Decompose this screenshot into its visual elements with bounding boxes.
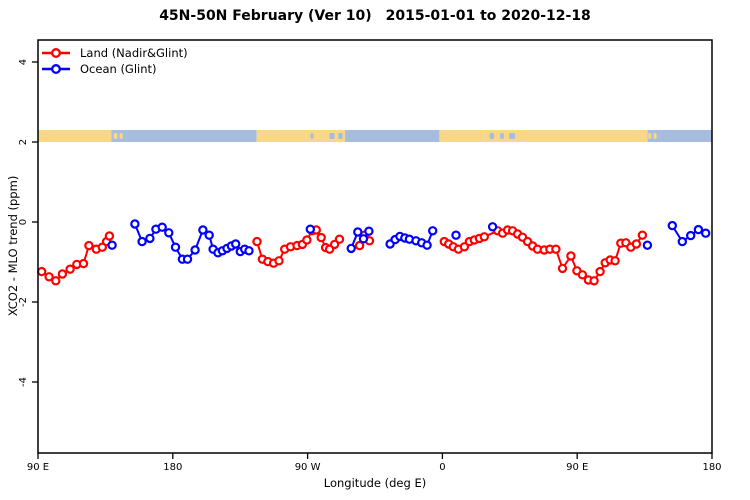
legend-land-marker-icon <box>42 48 70 58</box>
x-axis-tick-label: 90 E <box>566 462 588 473</box>
ocean-series-point <box>422 240 432 250</box>
map-band-land-segment <box>256 130 346 142</box>
ocean-series-point <box>130 219 140 229</box>
ocean-series-point <box>107 240 117 250</box>
ocean-series-point <box>677 236 688 247</box>
legend-ocean-label: Ocean (Glint) <box>80 62 157 76</box>
ocean-series-point <box>145 233 155 244</box>
legend-ocean-marker-icon <box>42 64 70 74</box>
y-axis-tick-label: -2 <box>18 297 29 307</box>
ocean-series-point <box>693 224 704 235</box>
chart-title-daterange: 2015-01-01 to 2020-12-18 <box>385 8 591 24</box>
land-series-point <box>566 251 576 261</box>
land-series-point <box>57 269 68 279</box>
x-axis-tick-label: 90 E <box>27 462 49 473</box>
ocean-series-point <box>353 227 363 237</box>
land-series-point <box>104 231 115 241</box>
ocean-series-point <box>642 240 653 250</box>
x-axis-tick-label: 180 <box>702 462 721 473</box>
legend-land-label: Land (Nadir&Glint) <box>80 46 188 60</box>
legend: Land (Nadir&Glint) Ocean (Glint) <box>40 45 188 77</box>
map-band-ocean-patch <box>500 133 504 139</box>
land-series-point <box>595 266 605 277</box>
ocean-series-point <box>137 236 147 247</box>
ocean-series-point <box>244 246 254 256</box>
y-axis-tick-label: 4 <box>18 59 29 65</box>
land-series-point <box>577 270 588 280</box>
land-series-point <box>551 244 561 254</box>
land-series-point <box>274 256 284 266</box>
map-band-land-patch <box>119 133 123 139</box>
map-band-land-patch <box>648 133 652 139</box>
land-series-point <box>316 232 326 243</box>
ocean-series-point <box>701 228 711 238</box>
ocean-series-point <box>428 226 438 236</box>
map-band-land-segment <box>439 130 648 142</box>
x-axis-tick-label: 180 <box>163 462 182 473</box>
ocean-series-point <box>358 234 369 244</box>
map-band-ocean-segment <box>647 130 712 142</box>
chart-title: 45N-50N February (Ver 10) 2015-01-01 to 2… <box>0 8 750 24</box>
land-series-point <box>252 236 262 247</box>
y-axis-title: XCO2 - MLO trend (ppm) <box>6 175 20 317</box>
ocean-series-point <box>164 228 174 238</box>
map-band-land-segment <box>38 130 112 142</box>
ocean-series-point <box>204 230 214 240</box>
chart-title-region: 45N-50N February (Ver 10) <box>159 8 372 24</box>
land-series-point <box>78 258 89 269</box>
land-series-point <box>302 235 312 245</box>
ocean-series-point <box>346 243 356 254</box>
ocean-series-point <box>182 254 193 264</box>
ocean-series-point <box>451 230 461 240</box>
legend-item-land: Land (Nadir&Glint) <box>40 45 188 61</box>
map-band-ocean-patch <box>489 133 495 139</box>
map-band-ocean-patch <box>509 133 516 139</box>
ocean-series-point <box>190 245 200 255</box>
ocean-series-point <box>686 230 696 241</box>
map-band-ocean-segment <box>111 130 257 142</box>
land-series-point <box>37 266 47 277</box>
land-series-point <box>44 272 54 282</box>
map-band-ocean-patch <box>310 133 314 139</box>
land-series-point <box>637 230 648 240</box>
map-band-land-patch <box>653 133 657 139</box>
land-series-point <box>589 276 599 286</box>
map-band-ocean-patch <box>338 133 343 139</box>
y-axis-tick-label: 0 <box>18 219 29 225</box>
y-axis-tick-label: 2 <box>18 139 29 145</box>
land-series-point <box>479 232 489 242</box>
x-axis-title: Longitude (deg E) <box>323 476 427 490</box>
map-band-ocean-segment <box>345 130 440 142</box>
land-series-point <box>631 239 642 249</box>
ocean-series-point <box>667 220 678 231</box>
plot-border <box>37 39 713 454</box>
ocean-series-point <box>305 224 315 234</box>
legend-item-ocean: Ocean (Glint) <box>40 61 188 77</box>
ocean-series-point <box>157 222 167 232</box>
ocean-series-point <box>198 225 208 235</box>
map-band-ocean-patch <box>329 133 335 139</box>
map-band-land-patch <box>113 133 118 139</box>
land-series-point <box>557 263 568 274</box>
ocean-series-point <box>487 222 498 232</box>
ocean-series-point <box>230 239 241 249</box>
land-series-point <box>334 234 345 244</box>
land-series-point <box>65 264 75 274</box>
x-axis-tick-label: 0 <box>439 462 445 473</box>
land-series-point <box>84 240 94 251</box>
ocean-series-point <box>170 242 181 252</box>
land-series-point <box>354 240 365 251</box>
land-series-point <box>610 256 620 266</box>
ocean-series-point <box>364 226 374 236</box>
y-axis-tick-label: -4 <box>18 377 29 387</box>
x-axis-tick-label: 90 W <box>295 462 321 473</box>
land-series-point <box>51 276 61 286</box>
